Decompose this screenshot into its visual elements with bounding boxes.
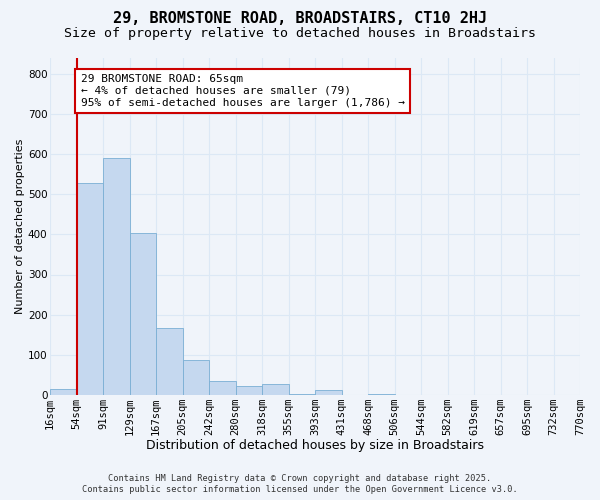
Bar	[368, 394, 395, 395]
Bar	[289, 394, 315, 395]
Bar	[77, 184, 103, 395]
Text: Size of property relative to detached houses in Broadstairs: Size of property relative to detached ho…	[64, 28, 536, 40]
Text: Contains HM Land Registry data © Crown copyright and database right 2025.
Contai: Contains HM Land Registry data © Crown c…	[82, 474, 518, 494]
Y-axis label: Number of detached properties: Number of detached properties	[15, 138, 25, 314]
Bar	[130, 233, 156, 395]
Text: 29, BROMSTONE ROAD, BROADSTAIRS, CT10 2HJ: 29, BROMSTONE ROAD, BROADSTAIRS, CT10 2H…	[113, 11, 487, 26]
Bar	[236, 386, 262, 395]
Text: 29 BROMSTONE ROAD: 65sqm
← 4% of detached houses are smaller (79)
95% of semi-de: 29 BROMSTONE ROAD: 65sqm ← 4% of detache…	[80, 74, 404, 108]
Bar	[103, 158, 130, 395]
Bar	[262, 384, 289, 395]
Bar	[315, 390, 341, 395]
X-axis label: Distribution of detached houses by size in Broadstairs: Distribution of detached houses by size …	[146, 440, 484, 452]
Bar	[50, 389, 77, 395]
Bar	[182, 360, 209, 395]
Bar	[156, 328, 182, 395]
Bar	[209, 381, 236, 395]
